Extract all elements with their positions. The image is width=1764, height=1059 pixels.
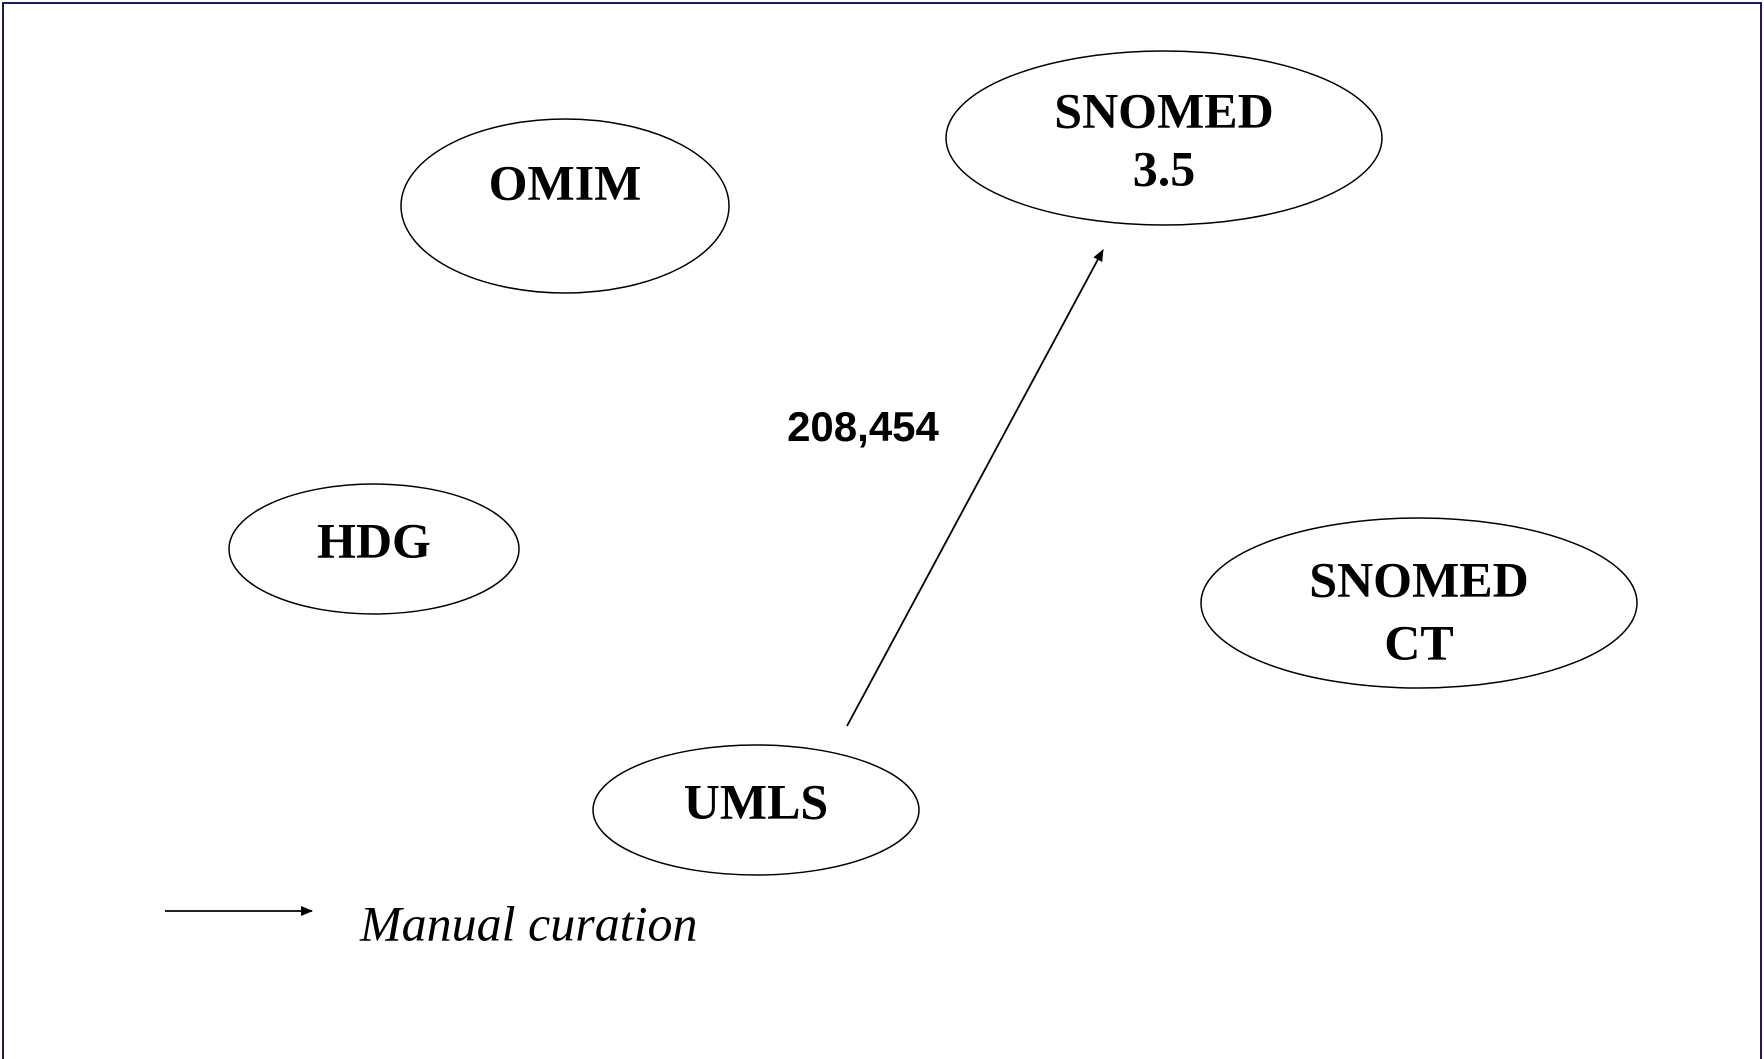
node-label: SNOMED [1054,82,1273,138]
node-hdg: HDG [228,483,520,615]
node-shape [1200,517,1638,689]
node-shape [945,50,1383,226]
node-label: UMLS [684,773,828,829]
node-snomed-35: SNOMED 3.5 [945,50,1383,226]
node-label: HDG [317,512,431,568]
node-label: CT [1384,614,1453,670]
node-shape [400,118,730,294]
node-shape [592,744,920,876]
node-omim: OMIM [400,118,730,294]
node-umls: UMLS [592,744,920,876]
node-snomed-ct: SNOMED CT [1200,517,1638,689]
node-shape [228,483,520,615]
edge-arrow [846,249,1104,727]
edge-label: 208,454 [787,403,939,450]
legend-label: Manual curation [359,895,697,951]
node-label: OMIM [489,154,642,210]
node-label: 3.5 [1133,140,1196,196]
node-label: SNOMED [1309,551,1528,607]
